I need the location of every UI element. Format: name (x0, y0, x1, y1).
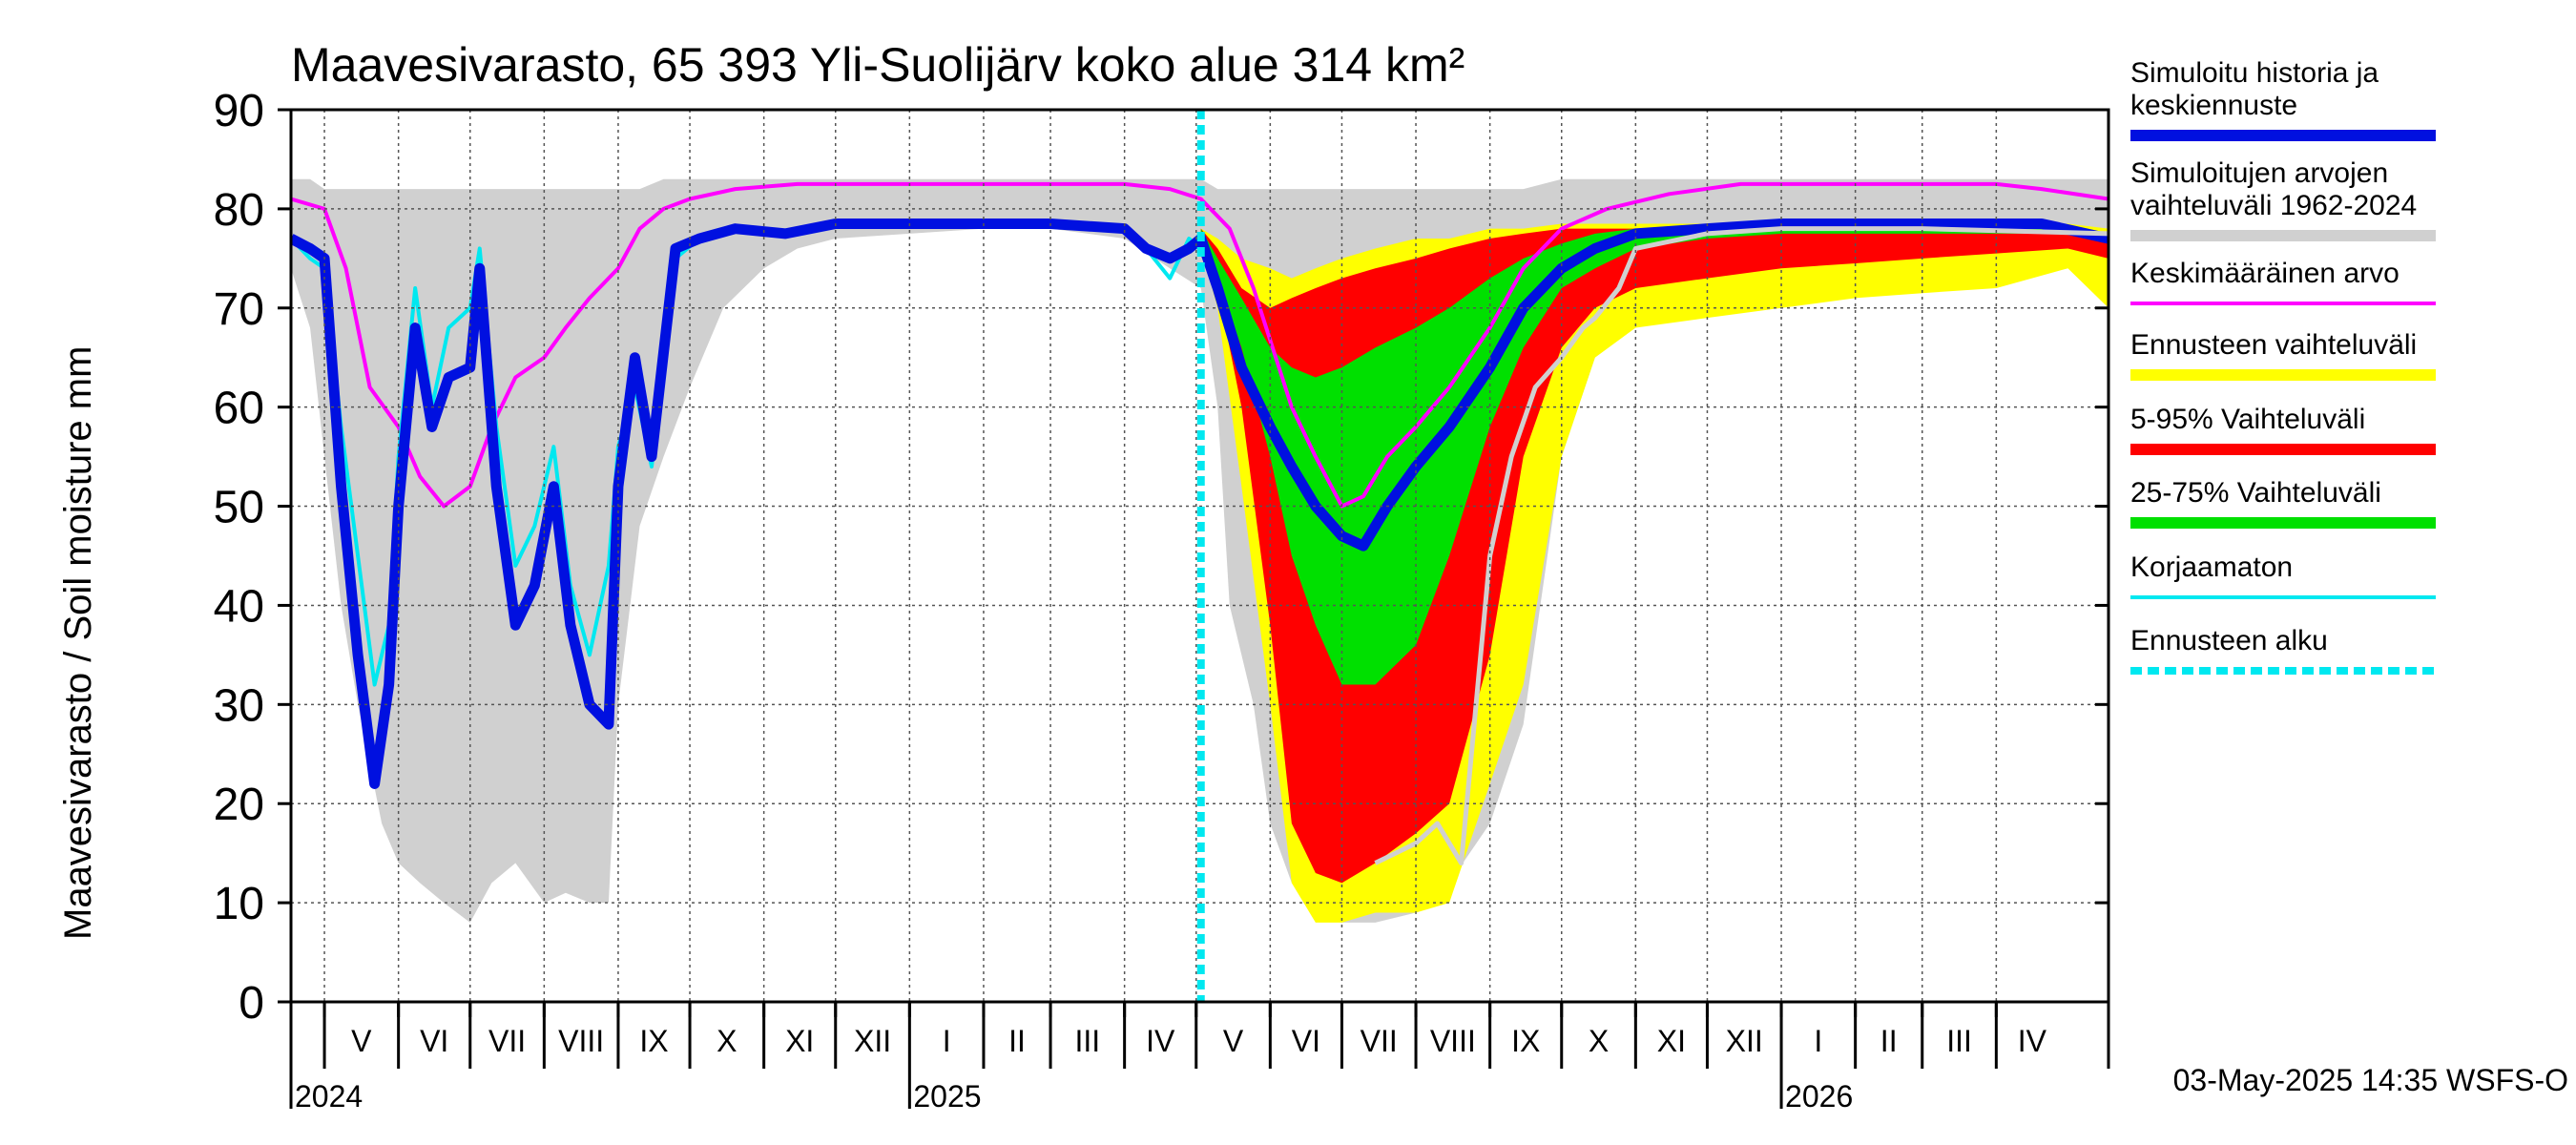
x-year-label: 2025 (913, 1079, 981, 1114)
x-month-label: IV (1146, 1024, 1175, 1058)
x-month-label: IV (2018, 1024, 2047, 1058)
y-axis-label: Maavesivarasto / Soil moisture mm (57, 346, 99, 940)
chart-title: Maavesivarasto, 65 393 Yli-Suolijärv kok… (291, 38, 1465, 92)
x-month-label: VII (1361, 1024, 1398, 1058)
x-year-label: 2026 (1785, 1079, 1853, 1114)
plot-area (291, 110, 2109, 1002)
y-tick-label: 60 (214, 384, 264, 434)
x-month-label: II (1880, 1024, 1898, 1058)
x-month-label: XII (1726, 1024, 1763, 1058)
x-month-label: X (717, 1024, 737, 1058)
timestamp-label: 03-May-2025 14:35 WSFS-O (2173, 1063, 2568, 1097)
x-month-label: XI (1657, 1024, 1686, 1058)
band-25-75-vaihteluv-li (1200, 228, 2109, 685)
x-month-label: III (1946, 1024, 1972, 1058)
x-month-label: IX (1511, 1024, 1540, 1058)
gridlines (291, 110, 2109, 1002)
x-month-label: VIII (1430, 1024, 1476, 1058)
x-month-label: VIII (558, 1024, 604, 1058)
legend: Simuloitu historia ja keskiennuste Simuloi… (2130, 57, 2436, 675)
y-tick-label: 30 (214, 680, 264, 731)
legend-label: Ennusteen vaihteluväli (2130, 329, 2417, 361)
x-month-label: II (1008, 1024, 1026, 1058)
legend-label: Keskimääräinen arvo (2130, 258, 2399, 289)
band-simuloitujen-arvojen-vaihteluv-li-1962-2024 (291, 178, 2109, 923)
x-month-label: I (1814, 1024, 1822, 1058)
plot-frame (289, 108, 2110, 1004)
x-month-label: XII (854, 1024, 891, 1058)
y-tick-label: 0 (239, 978, 264, 1029)
x-month-label: III (1075, 1024, 1101, 1058)
legend-label: 5-95% Vaihteluväli (2130, 404, 2365, 435)
x-month-label: VII (488, 1024, 526, 1058)
x-month-label: X (1589, 1024, 1609, 1058)
y-tick-label: 50 (214, 483, 264, 533)
legend-label: Ennusteen alku (2130, 625, 2328, 656)
legend-label: Simuloitu historia ja keskiennuste (2130, 57, 2379, 121)
y-tick-label: 70 (214, 284, 264, 335)
line-simuloitu-historia-ja-keskiennuste (291, 218, 2109, 789)
x-month-label: XI (785, 1024, 814, 1058)
y-tick-label: 40 (214, 581, 264, 632)
x-month-label: V (351, 1024, 372, 1058)
x-month-label: VI (1292, 1024, 1320, 1058)
x-month-label: V (1223, 1024, 1244, 1058)
legend-label: Simuloitujen arvojen vaihteluväli 1962-20… (2130, 157, 2417, 221)
legend-label: 25-75% Vaihteluväli (2130, 477, 2381, 509)
y-tick-label: 80 (214, 185, 264, 236)
legend-label: Korjaamaton (2130, 552, 2293, 583)
x-month-label: IX (639, 1024, 668, 1058)
y-tick-label: 90 (214, 86, 264, 136)
x-year-label: 2024 (295, 1079, 363, 1114)
plot-series-group (291, 178, 2109, 923)
line-korjaamaton-ennuste (1374, 226, 2109, 866)
x-month-label: I (943, 1024, 951, 1058)
y-tick-label: 20 (214, 780, 264, 830)
y-tick-label: 10 (214, 879, 264, 929)
x-month-label: VI (420, 1024, 448, 1058)
